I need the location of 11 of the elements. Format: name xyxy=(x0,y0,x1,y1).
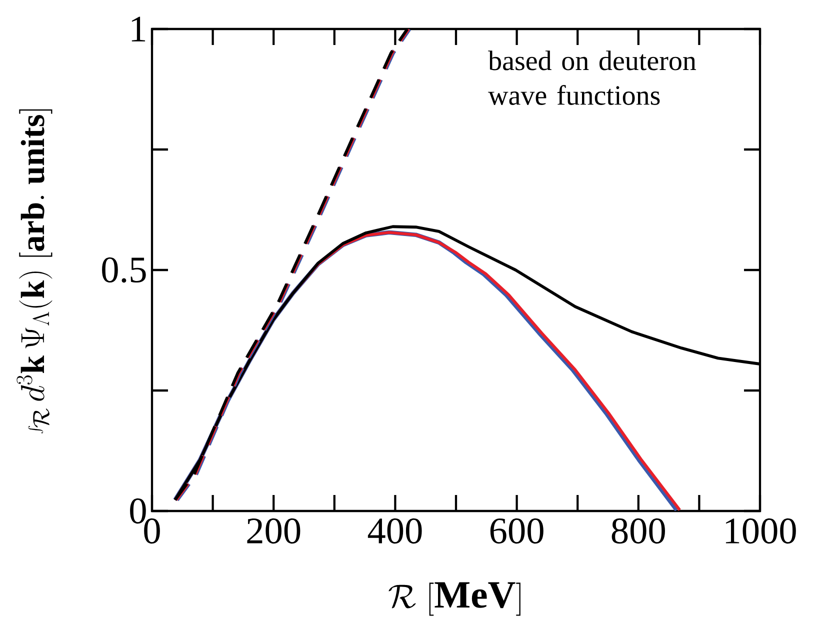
y-tick-label: 0.5 xyxy=(102,257,146,283)
y-axis-title: $\int_{\mathcal{R}} d^{3}\mathbf{k}\,\Psi_{\Lambda}(\mathbf{k})\ [\mathbf{arb.\ units}]$ xyxy=(16,109,52,434)
x-tick-label: 400 xyxy=(368,518,422,544)
x-tick-label: 200 xyxy=(247,518,300,544)
x-tick-label: 1000 xyxy=(726,518,796,544)
y-tick-label: 1 xyxy=(132,16,146,42)
x-axis-title: $\mathcal{R}\ [\mathbf{MeV}]$ xyxy=(388,582,520,616)
x-tick-label: 800 xyxy=(612,518,665,544)
y-tick-label: 0 xyxy=(130,498,146,524)
annotation: based on deuteron wave functions xyxy=(488,50,696,105)
x-tick-label: 600 xyxy=(490,518,544,544)
